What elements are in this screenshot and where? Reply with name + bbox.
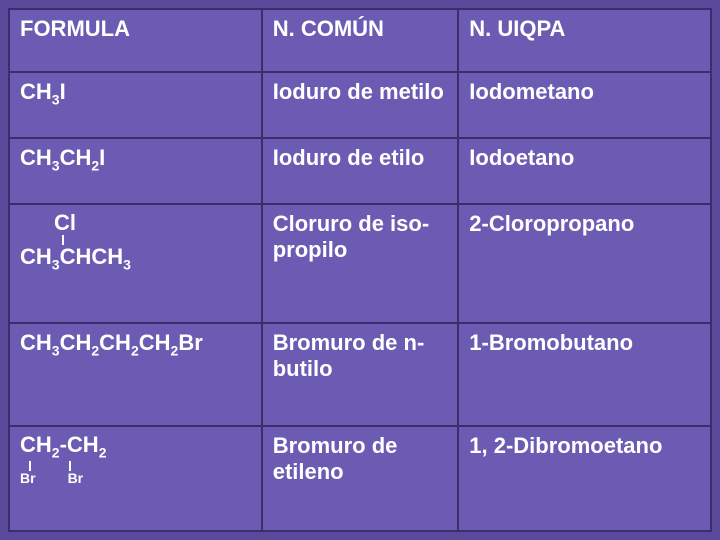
table-row: CH3CH2CH2CH2Br Bromuro de n-butilo 1-Bro…: [9, 323, 711, 426]
uiqpa-cell: 2-Cloropropano: [458, 204, 711, 323]
uiqpa-cell: Iodometano: [458, 72, 711, 138]
formula-cell: CH3CH2I: [9, 138, 262, 204]
comun-cell: Ioduro de etilo: [262, 138, 459, 204]
comun-cell: Ioduro de metilo: [262, 72, 459, 138]
formula-cell: CH3CH2CH2CH2Br: [9, 323, 262, 426]
table-row: CH3CH2I Ioduro de etilo Iodoetano: [9, 138, 711, 204]
formula-cell: CH3I: [9, 72, 262, 138]
comun-cell: Bromuro de n-butilo: [262, 323, 459, 426]
comun-cell: Bromuro de etileno: [262, 426, 459, 531]
header-formula: FORMULA: [9, 9, 262, 72]
formula-cell: CH2-CH2 BrBr: [9, 426, 262, 531]
table-header-row: FORMULA N. COMÚN N. UIQPA: [9, 9, 711, 72]
uiqpa-cell: Iodoetano: [458, 138, 711, 204]
uiqpa-cell: 1-Bromobutano: [458, 323, 711, 426]
table-row: Cl CH3CHCH3 Cloruro de iso-propilo 2-Clo…: [9, 204, 711, 323]
header-uiqpa: N. UIQPA: [458, 9, 711, 72]
table-row: CH3I Ioduro de metilo Iodometano: [9, 72, 711, 138]
header-comun: N. COMÚN: [262, 9, 459, 72]
uiqpa-cell: 1, 2-Dibromoetano: [458, 426, 711, 531]
chemistry-table: FORMULA N. COMÚN N. UIQPA CH3I Ioduro de…: [8, 8, 712, 532]
table-row: CH2-CH2 BrBr Bromuro de etileno 1, 2-Dib…: [9, 426, 711, 531]
formula-cell: Cl CH3CHCH3: [9, 204, 262, 323]
comun-cell: Cloruro de iso-propilo: [262, 204, 459, 323]
